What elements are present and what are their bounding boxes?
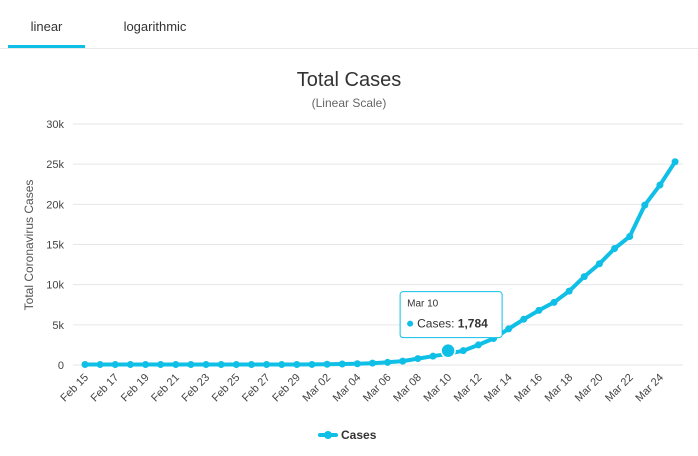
data-point[interactable] bbox=[595, 260, 603, 268]
hovered-data-point[interactable] bbox=[440, 342, 456, 359]
series-cases bbox=[81, 158, 679, 369]
x-tick-label: Feb 23 bbox=[179, 372, 212, 405]
data-point[interactable] bbox=[172, 361, 180, 369]
x-tick-label: Feb 27 bbox=[240, 372, 273, 405]
y-tick-label: 10k bbox=[46, 280, 64, 292]
data-point[interactable] bbox=[505, 325, 513, 333]
data-point[interactable] bbox=[338, 360, 346, 368]
x-tick-label: Mar 10 bbox=[422, 372, 455, 405]
data-point[interactable] bbox=[626, 232, 634, 240]
data-point[interactable] bbox=[126, 361, 134, 369]
data-point[interactable] bbox=[111, 361, 119, 369]
data-point[interactable] bbox=[520, 315, 528, 323]
x-tick-label: Feb 29 bbox=[270, 372, 303, 405]
grid-lines bbox=[73, 123, 683, 366]
data-point[interactable] bbox=[232, 361, 240, 369]
y-tick-label: 5k bbox=[52, 320, 64, 332]
data-point[interactable] bbox=[656, 181, 664, 189]
tooltip-value-number: 1,784 bbox=[458, 317, 488, 331]
data-point[interactable] bbox=[308, 360, 316, 368]
y-axis-label: Total Coronavirus Cases bbox=[22, 180, 36, 311]
x-tick-label: Mar 22 bbox=[603, 372, 636, 405]
y-tick-label: 15k bbox=[46, 240, 64, 252]
data-point[interactable] bbox=[550, 298, 558, 306]
y-tick-label: 25k bbox=[46, 159, 64, 171]
data-point[interactable] bbox=[565, 287, 573, 295]
x-tick-label: Mar 04 bbox=[331, 372, 364, 405]
legend-marker bbox=[324, 431, 332, 439]
tooltip-series-name: Cases bbox=[417, 317, 451, 331]
series-line-cases bbox=[83, 159, 678, 367]
x-tick-label: Mar 02 bbox=[300, 372, 333, 405]
data-point[interactable] bbox=[459, 347, 467, 355]
data-point[interactable] bbox=[247, 361, 255, 369]
data-point[interactable] bbox=[323, 360, 331, 368]
x-tick-label: Feb 25 bbox=[210, 372, 243, 405]
data-point[interactable] bbox=[263, 361, 271, 369]
x-tick-label: Mar 08 bbox=[391, 372, 424, 405]
data-point[interactable] bbox=[474, 341, 482, 349]
x-tick-label: Mar 24 bbox=[633, 372, 666, 405]
data-point[interactable] bbox=[641, 201, 649, 209]
legend[interactable]: Cases bbox=[318, 428, 377, 442]
data-point[interactable] bbox=[293, 360, 301, 368]
chart-title: Total Cases bbox=[297, 69, 402, 91]
y-tick-label: 0 bbox=[58, 360, 64, 372]
data-point[interactable] bbox=[611, 245, 619, 253]
data-point[interactable] bbox=[429, 352, 437, 360]
data-point[interactable] bbox=[399, 357, 407, 365]
data-point[interactable] bbox=[384, 358, 392, 366]
x-tick-label: Feb 19 bbox=[119, 372, 152, 405]
data-point[interactable] bbox=[535, 306, 543, 314]
x-tick-label: Feb 15 bbox=[58, 372, 91, 405]
x-tick-label: Feb 17 bbox=[89, 372, 122, 405]
chart-subtitle: (Linear Scale) bbox=[312, 96, 387, 110]
data-point[interactable] bbox=[671, 158, 679, 166]
x-tick-label: Mar 16 bbox=[512, 372, 545, 405]
data-point[interactable] bbox=[81, 361, 89, 369]
legend-label-cases: Cases bbox=[341, 428, 377, 442]
tooltip-date: Mar 10 bbox=[407, 299, 439, 310]
x-tick-label: Mar 18 bbox=[543, 372, 576, 405]
y-tick-label: 20k bbox=[46, 199, 64, 211]
data-point[interactable] bbox=[414, 355, 422, 363]
data-point[interactable] bbox=[157, 361, 165, 369]
tooltip-series-dot bbox=[407, 320, 414, 327]
x-tick-label: Mar 14 bbox=[482, 372, 515, 405]
tab-logarithmic[interactable]: logarithmic bbox=[123, 19, 187, 34]
tooltip-colon: : bbox=[451, 317, 458, 331]
data-point[interactable] bbox=[278, 361, 286, 369]
x-tick-label: Mar 12 bbox=[452, 372, 485, 405]
y-tick-label: 30k bbox=[46, 119, 64, 131]
x-tick-label: Mar 06 bbox=[361, 372, 394, 405]
data-point[interactable] bbox=[368, 359, 376, 367]
data-point[interactable] bbox=[187, 361, 195, 369]
tab-linear[interactable]: linear bbox=[8, 0, 85, 48]
y-axis-ticks: 0 5k 10k 15k 20k 25k 30k bbox=[46, 119, 64, 372]
data-point[interactable] bbox=[353, 360, 361, 368]
tooltip-box bbox=[399, 291, 503, 339]
scale-tabs: linear logarithmic bbox=[0, 0, 698, 49]
data-point[interactable] bbox=[96, 361, 104, 369]
x-tick-label: Feb 21 bbox=[149, 372, 182, 405]
tooltip: Mar 10 Cases: 1,784 bbox=[399, 291, 503, 339]
tooltip-value: Cases: 1,784 bbox=[417, 317, 488, 331]
data-point[interactable] bbox=[580, 273, 588, 281]
data-point[interactable] bbox=[217, 361, 225, 369]
data-point[interactable] bbox=[142, 361, 150, 369]
x-tick-label: Mar 20 bbox=[573, 372, 606, 405]
data-point[interactable] bbox=[202, 361, 210, 369]
